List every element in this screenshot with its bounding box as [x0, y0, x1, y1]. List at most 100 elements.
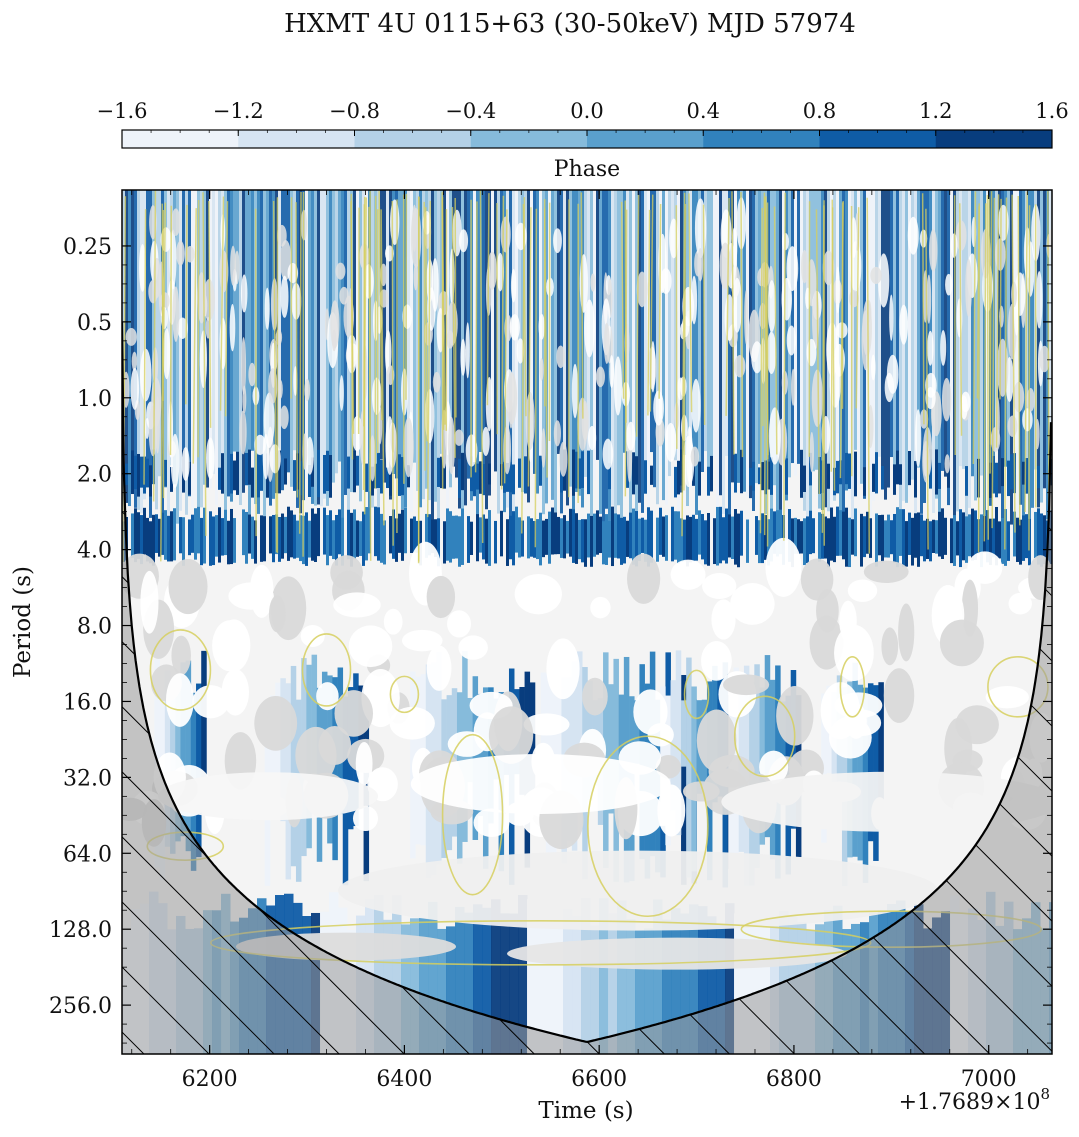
phase-band [845, 507, 848, 567]
power-blob [177, 317, 188, 339]
power-blob [899, 304, 909, 345]
power-blob [665, 422, 677, 462]
phase-lowfreq [617, 900, 627, 1054]
power-blob [744, 289, 749, 345]
phase-band [719, 506, 722, 564]
phase-band [722, 517, 725, 561]
power-blob [870, 266, 882, 284]
phase-band [650, 510, 653, 563]
phase-stripe [941, 190, 944, 471]
significance-contour [479, 190, 484, 544]
phase-band [443, 521, 446, 564]
phase-stripe [623, 190, 626, 453]
phase-lowfreq [446, 926, 456, 1054]
power-blob [806, 338, 817, 367]
phase-band [248, 449, 251, 485]
power-blob [944, 454, 951, 474]
phase-band [482, 514, 485, 560]
phase-stripe [137, 190, 140, 510]
phase-band [1034, 511, 1037, 558]
power-blob [355, 742, 373, 786]
power-blob [170, 433, 180, 489]
phase-stripe [680, 190, 683, 493]
significance-contour [424, 207, 428, 442]
phase-band [827, 518, 830, 568]
power-blob [185, 246, 195, 263]
power-blob [248, 362, 256, 387]
phase-band [551, 507, 554, 555]
phase-stripe [218, 190, 221, 477]
phase-band [650, 465, 653, 485]
phase-stripe [413, 190, 416, 463]
phase-stripe [191, 190, 194, 508]
phase-lowfreq [698, 906, 708, 1054]
phase-band [695, 518, 698, 561]
phase-fan [488, 687, 494, 824]
phase-fan [852, 662, 858, 857]
phase-stripe [929, 190, 932, 461]
phase-band [164, 459, 167, 487]
phase-band [365, 507, 368, 561]
phase-fan [180, 662, 186, 837]
phase-stripe [737, 190, 740, 483]
significance-contour [831, 199, 836, 491]
phase-stripe [629, 190, 632, 525]
phase-stripe [311, 190, 314, 504]
significance-contour [301, 633, 352, 707]
phase-band [518, 458, 521, 488]
power-blob [546, 638, 580, 700]
phase-band [335, 514, 338, 566]
phase-band [554, 512, 557, 555]
power-blob [176, 240, 185, 266]
phase-band [401, 509, 404, 561]
significance-contour [855, 207, 860, 409]
phase-stripe [875, 190, 878, 483]
phase-band [287, 506, 290, 561]
phase-band [755, 516, 758, 555]
colorbar-tick-label: 0.4 [687, 99, 720, 123]
phase-stripe [719, 190, 722, 496]
power-blob [402, 304, 413, 329]
significance-contour [426, 200, 432, 518]
phase-band [740, 449, 743, 494]
phase-lowfreq [743, 914, 753, 1054]
phase-band [359, 521, 362, 556]
power-blob [130, 368, 140, 410]
phase-band [932, 519, 935, 554]
x-axis: 6200 6400 6600 6800 7000 [131, 190, 1029, 1092]
phase-band [680, 518, 683, 562]
phase-stripe [206, 190, 209, 488]
significance-contour [839, 201, 844, 479]
significance-contour [1028, 205, 1031, 551]
power-blob [334, 690, 374, 737]
power-blob [809, 431, 815, 473]
phase-stripe [971, 190, 974, 477]
phase-band [350, 512, 353, 567]
phase-band [278, 516, 281, 562]
power-blob [768, 407, 781, 465]
phase-stripe [596, 190, 599, 460]
phase-stripe [653, 190, 656, 488]
significance-contour [972, 191, 977, 465]
phase-stripe [281, 190, 284, 491]
power-blob [556, 345, 566, 369]
phase-band [257, 454, 260, 498]
power-blob [587, 425, 597, 451]
phase-band [881, 465, 884, 490]
phase-stripe [716, 190, 719, 520]
phase-stripe [245, 190, 248, 470]
phase-band [575, 513, 578, 564]
power-blob [275, 329, 283, 346]
power-blob [590, 273, 596, 292]
phase-stripe [554, 190, 557, 513]
power-blob [431, 258, 439, 312]
phase-band [701, 513, 704, 560]
phase-lowfreq [707, 916, 717, 1054]
phase-band [905, 521, 908, 567]
y-tick-label: 64.0 [63, 842, 112, 867]
power-blob [514, 573, 562, 615]
phase-band [962, 512, 965, 561]
phase-band [389, 516, 392, 554]
power-blob [131, 351, 138, 371]
power-blob [697, 248, 704, 282]
